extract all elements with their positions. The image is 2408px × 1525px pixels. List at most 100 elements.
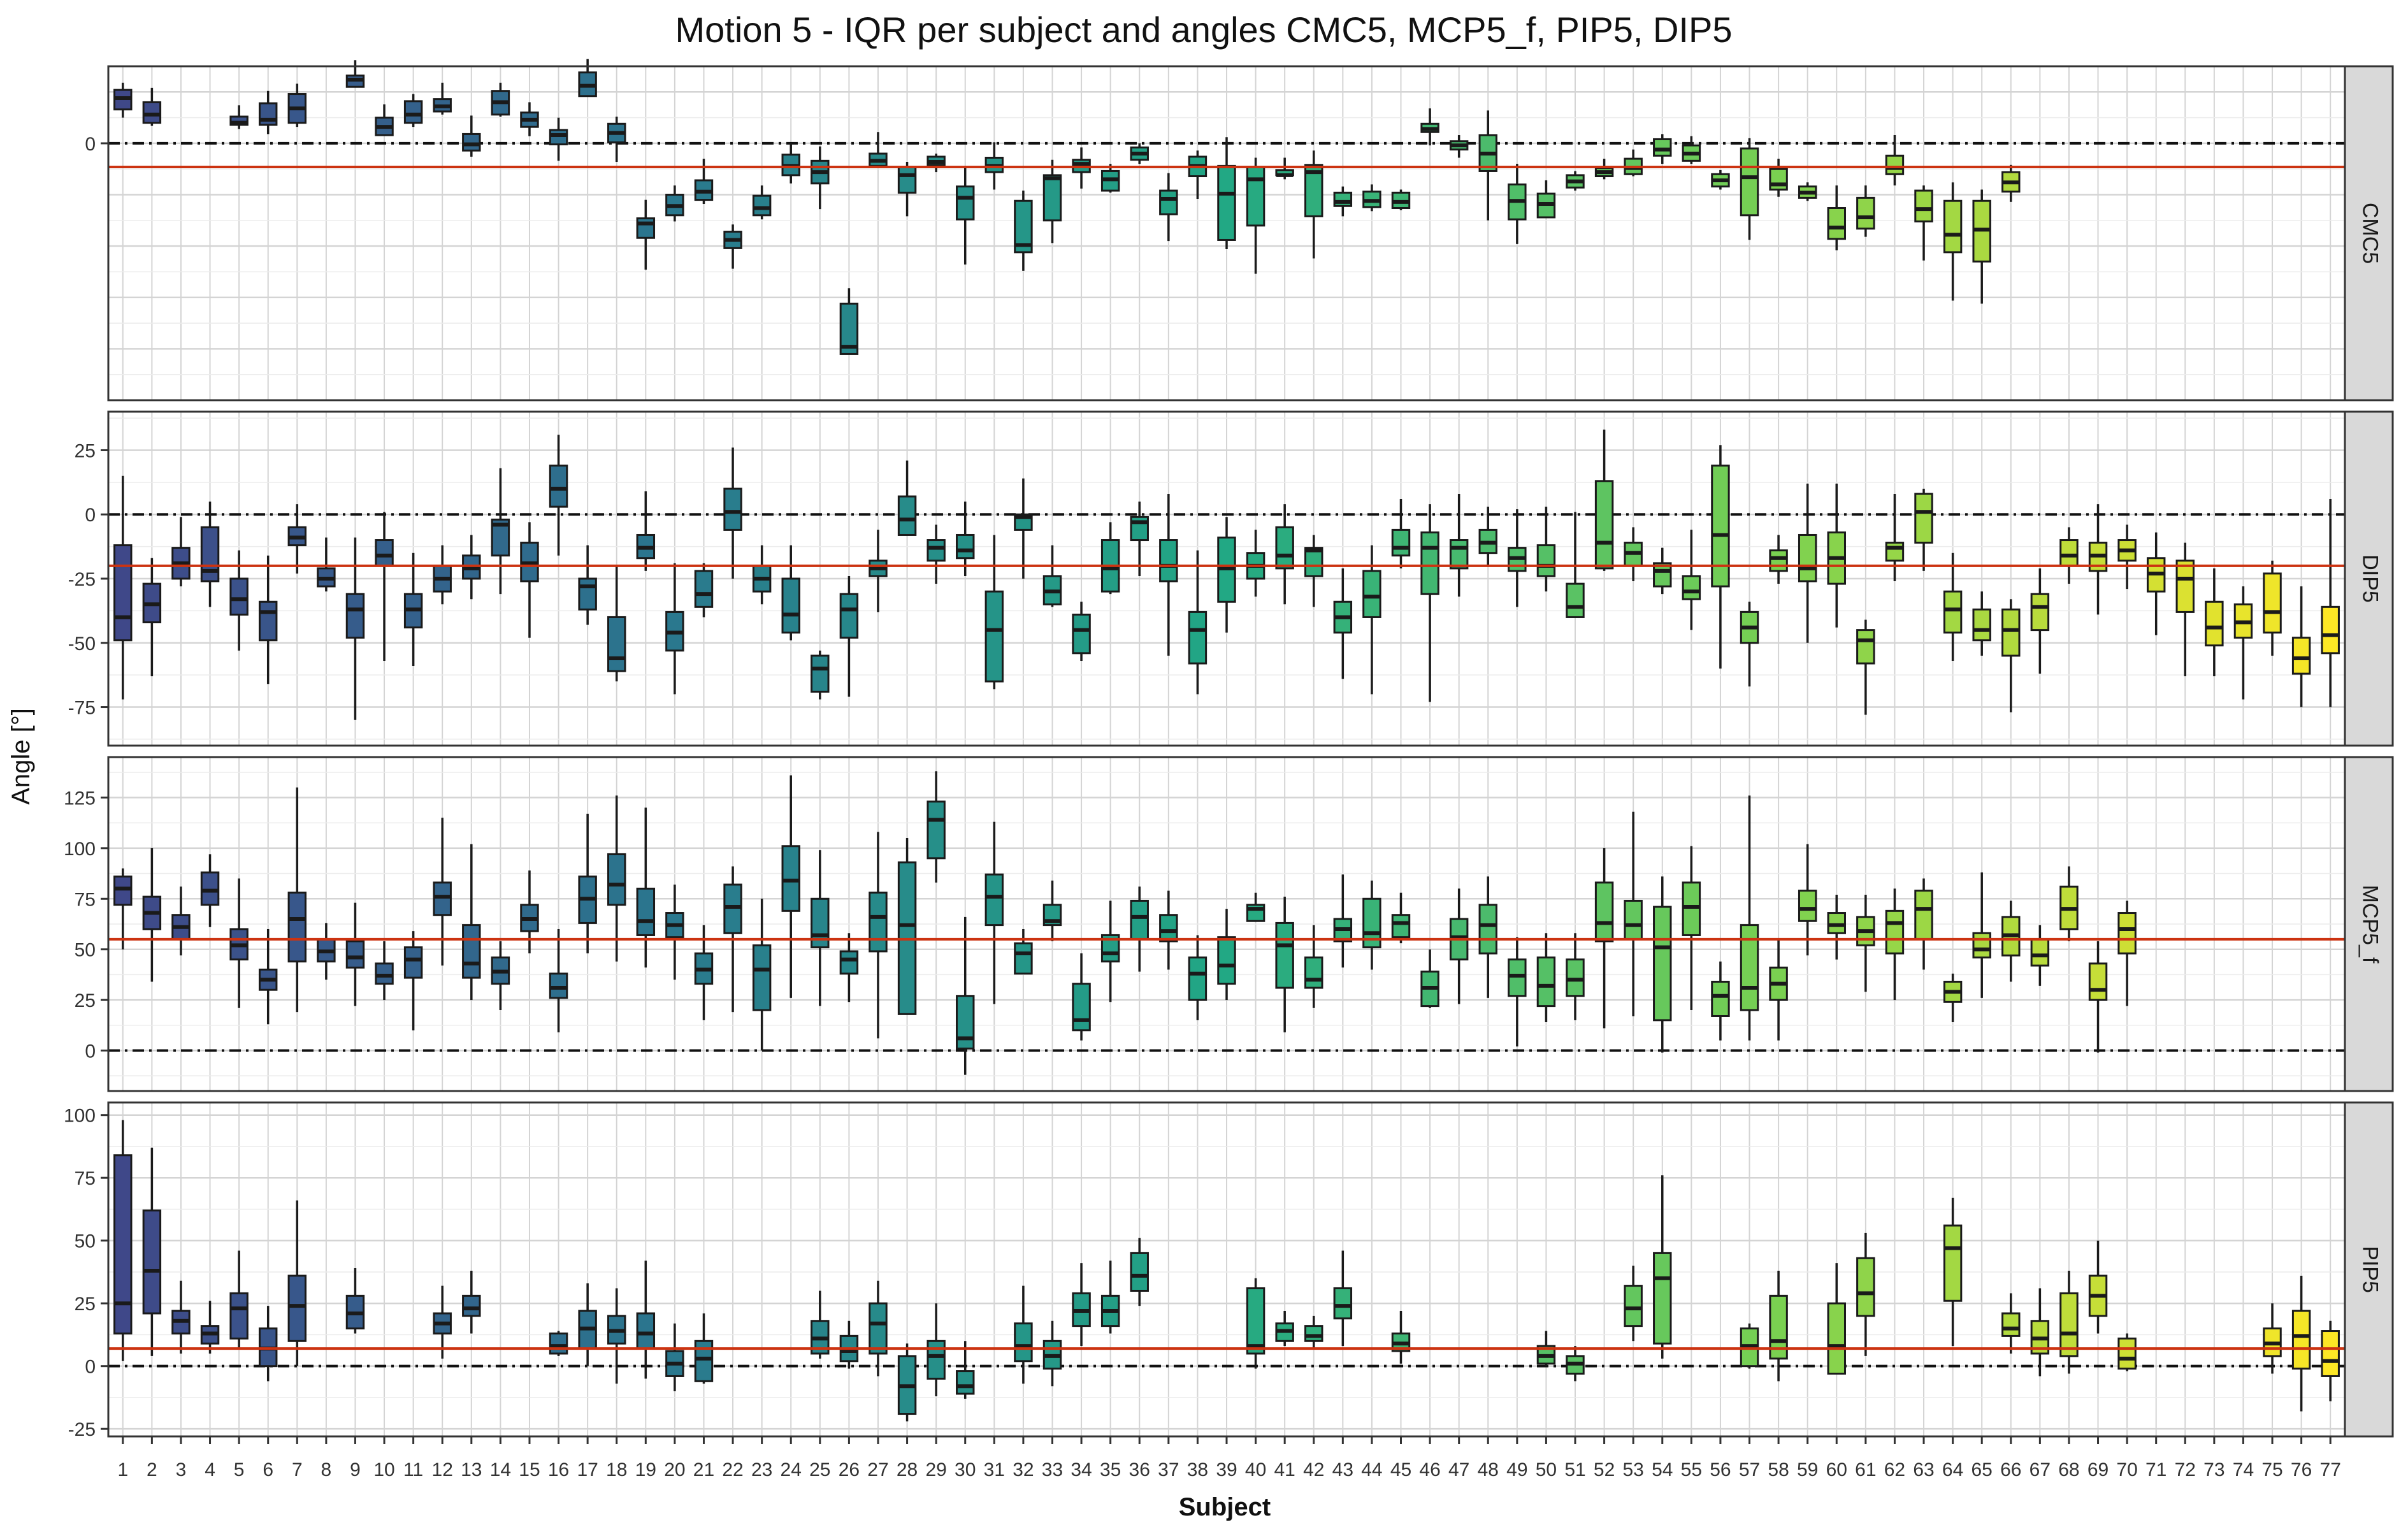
iqr-box	[2031, 939, 2048, 965]
iqr-box	[1654, 907, 1671, 1020]
y-tick-label: 75	[75, 1168, 96, 1189]
iqr-box	[1538, 957, 1554, 1006]
y-tick-label: 100	[64, 1106, 96, 1127]
x-tick-label: 70	[2116, 1459, 2137, 1480]
x-tick-label: 7	[292, 1459, 303, 1480]
panel-dip5: DIP5250-25-50-75	[68, 412, 2393, 746]
x-tick-label: 41	[1274, 1459, 1295, 1480]
x-tick-label: 28	[897, 1459, 918, 1480]
iqr-box	[115, 1155, 131, 1334]
x-tick-label: 67	[2029, 1459, 2051, 1480]
iqr-box	[2264, 574, 2281, 633]
iqr-box	[1828, 913, 1845, 934]
iqr-box	[1915, 494, 1932, 543]
iqr-box	[1044, 175, 1060, 220]
x-tick-label: 61	[1855, 1459, 1876, 1480]
iqr-box	[1973, 933, 1990, 957]
iqr-box	[1683, 576, 1699, 599]
iqr-box	[2003, 609, 2019, 656]
x-tick-label: 26	[839, 1459, 860, 1480]
panel-mcp5_f: MCP5_f1251007550250	[64, 757, 2393, 1091]
iqr-box	[1538, 546, 1554, 576]
x-tick-label: 76	[2291, 1459, 2312, 1480]
y-tick-label: -25	[68, 569, 96, 590]
iqr-box	[753, 196, 770, 215]
x-tick-label: 73	[2203, 1459, 2224, 1480]
iqr-box	[231, 579, 247, 614]
iqr-box	[1741, 148, 1757, 215]
iqr-box	[2003, 1313, 2019, 1336]
iqr-box	[1218, 937, 1235, 984]
iqr-box	[1683, 883, 1699, 936]
x-tick-label: 62	[1884, 1459, 1905, 1480]
y-tick-label: -50	[68, 633, 96, 654]
x-tick-label: 47	[1448, 1459, 1469, 1480]
x-tick-label: 46	[1419, 1459, 1440, 1480]
x-tick-label: 72	[2175, 1459, 2196, 1480]
iqr-box	[637, 888, 654, 935]
iqr-box	[753, 945, 770, 1010]
x-tick-label: 19	[635, 1459, 656, 1480]
iqr-box	[376, 964, 393, 984]
x-tick-label: 68	[2058, 1459, 2079, 1480]
x-tick-label: 22	[722, 1459, 743, 1480]
iqr-box	[1392, 530, 1409, 555]
iqr-box	[637, 1313, 654, 1348]
x-tick-label: 8	[321, 1459, 332, 1480]
y-tick-label: 25	[75, 1294, 96, 1315]
iqr-box	[695, 1341, 712, 1381]
x-tick-label: 38	[1187, 1459, 1208, 1480]
x-tick-label: 50	[1536, 1459, 1557, 1480]
x-tick-label: 18	[606, 1459, 627, 1480]
iqr-box	[1073, 984, 1090, 1030]
iqr-box	[1596, 481, 1612, 568]
y-tick-label: 0	[85, 505, 96, 526]
iqr-box	[2119, 913, 2135, 954]
x-tick-label: 75	[2261, 1459, 2282, 1480]
iqr-box	[898, 496, 915, 535]
x-tick-label: 17	[577, 1459, 598, 1480]
x-tick-label: 49	[1506, 1459, 1527, 1480]
y-tick-label: 0	[85, 1357, 96, 1378]
box-subject-1	[115, 1120, 131, 1361]
iqr-box	[1915, 891, 1932, 939]
y-tick-label: -25	[68, 1419, 96, 1440]
iqr-box	[1247, 167, 1264, 226]
iqr-box	[1334, 192, 1351, 206]
x-tick-label: 56	[1710, 1459, 1731, 1480]
iqr-box	[1770, 169, 1787, 189]
iqr-box	[1944, 1225, 1961, 1301]
x-tick-label: 31	[984, 1459, 1005, 1480]
x-tick-label: 45	[1390, 1459, 1411, 1480]
facet-label: DIP5	[2358, 554, 2383, 603]
iqr-box	[2322, 607, 2339, 653]
x-tick-label: 1	[117, 1459, 128, 1480]
x-tick-label: 14	[490, 1459, 511, 1480]
iqr-box	[928, 1341, 944, 1378]
iqr-box	[405, 948, 421, 978]
iqr-box	[376, 540, 393, 566]
iqr-box	[870, 1303, 886, 1354]
iqr-box	[1973, 609, 1990, 640]
iqr-box	[1306, 1326, 1322, 1341]
iqr-box	[2031, 594, 2048, 630]
x-tick-label: 54	[1652, 1459, 1673, 1480]
x-tick-label: 64	[1942, 1459, 1963, 1480]
x-tick-label: 29	[925, 1459, 946, 1480]
iqr-box	[1015, 943, 1032, 974]
x-tick-label: 5	[234, 1459, 245, 1480]
iqr-box	[550, 1333, 566, 1354]
iqr-box	[1596, 883, 1612, 941]
x-tick-label: 30	[955, 1459, 976, 1480]
iqr-box	[1741, 925, 1757, 1010]
iqr-box	[928, 540, 944, 561]
iqr-box	[1567, 960, 1583, 996]
iqr-box	[143, 1210, 160, 1313]
iqr-box	[812, 656, 828, 691]
iqr-box	[1131, 900, 1148, 939]
iqr-box	[1015, 1324, 1032, 1361]
x-tick-label: 69	[2087, 1459, 2109, 1480]
x-tick-label: 52	[1594, 1459, 1615, 1480]
iqr-box	[928, 802, 944, 858]
